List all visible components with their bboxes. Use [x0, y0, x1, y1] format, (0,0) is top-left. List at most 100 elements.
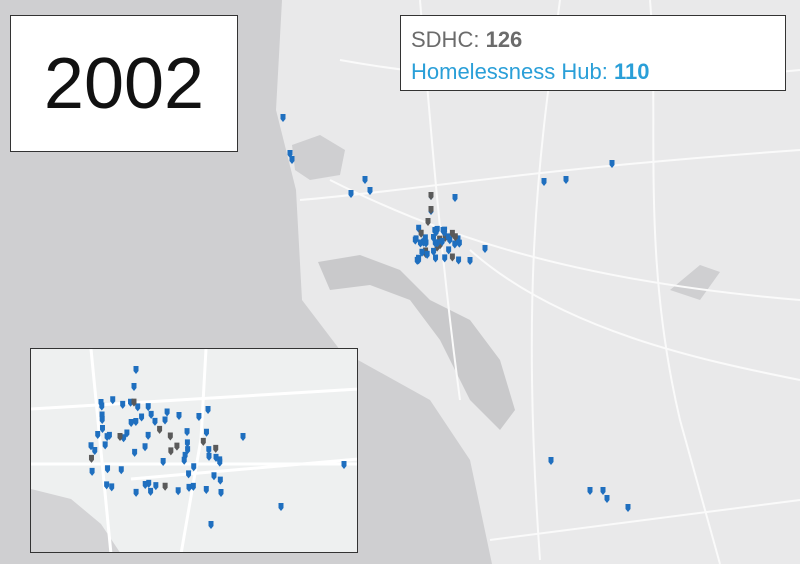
marker	[432, 239, 438, 248]
marker	[109, 483, 115, 492]
marker	[203, 486, 209, 495]
marker	[418, 229, 424, 238]
marker	[449, 253, 455, 262]
marker	[367, 187, 373, 195]
marker	[563, 176, 569, 184]
marker	[456, 256, 462, 265]
marker	[131, 398, 137, 407]
marker	[184, 439, 190, 448]
legend: SDHC: 126 Homelessness Hub: 110	[400, 15, 786, 91]
marker	[548, 457, 554, 465]
marker	[167, 432, 173, 441]
legend-count: 110	[614, 59, 650, 84]
marker	[110, 396, 116, 405]
legend-item: Homelessness Hub: 110	[411, 56, 775, 88]
marker	[139, 413, 145, 422]
marker	[132, 448, 138, 457]
lake	[670, 265, 720, 300]
marker	[348, 190, 354, 198]
marker	[124, 429, 130, 438]
year-box: 2002	[10, 15, 238, 152]
marker	[600, 487, 606, 495]
marker	[128, 419, 134, 428]
marker	[142, 480, 148, 489]
marker	[280, 114, 286, 122]
marker	[428, 192, 434, 200]
marker	[440, 227, 446, 236]
marker	[341, 461, 347, 469]
marker	[185, 446, 191, 455]
marker	[467, 257, 473, 265]
marker	[168, 447, 174, 456]
marker	[176, 412, 182, 421]
marker	[208, 521, 214, 529]
marker	[88, 454, 94, 463]
marker	[133, 488, 139, 497]
marker	[416, 256, 422, 265]
mission-bay	[292, 135, 345, 180]
marker	[452, 194, 458, 202]
marker	[289, 156, 295, 164]
marker	[439, 238, 445, 247]
marker	[190, 482, 196, 491]
marker	[148, 410, 154, 419]
marker	[434, 226, 440, 235]
marker	[213, 444, 219, 453]
marker	[482, 245, 488, 253]
year: 2002	[43, 43, 205, 124]
bay	[318, 255, 515, 430]
marker	[203, 428, 209, 437]
marker	[89, 467, 95, 476]
marker	[99, 424, 105, 433]
marker	[186, 483, 192, 492]
marker	[206, 446, 212, 455]
marker	[135, 403, 141, 412]
marker	[175, 487, 181, 496]
marker	[604, 495, 610, 503]
marker	[142, 443, 148, 452]
marker	[196, 412, 202, 421]
marker	[164, 408, 170, 417]
marker	[211, 472, 217, 481]
marker	[191, 463, 197, 472]
marker	[145, 431, 151, 440]
marker	[541, 178, 547, 186]
marker	[133, 418, 139, 427]
legend-count: 126	[485, 27, 523, 52]
marker	[95, 431, 101, 440]
marker	[99, 415, 105, 424]
marker	[446, 246, 452, 255]
marker	[186, 470, 192, 479]
marker	[184, 428, 190, 437]
marker	[153, 482, 159, 491]
marker	[162, 416, 168, 425]
marker	[99, 402, 105, 411]
marker	[92, 446, 98, 455]
marker	[131, 383, 137, 391]
marker	[102, 441, 108, 450]
markers	[280, 114, 631, 512]
marker	[424, 250, 430, 259]
marker	[445, 233, 451, 242]
marker	[449, 229, 455, 238]
marker	[106, 431, 112, 440]
marker	[422, 234, 428, 243]
marker	[162, 482, 168, 491]
marker	[104, 481, 110, 490]
marker	[625, 504, 631, 512]
marker	[412, 236, 418, 245]
marker	[587, 487, 593, 495]
marker	[145, 403, 151, 412]
marker	[217, 458, 223, 467]
marker	[160, 457, 166, 466]
marker	[442, 254, 448, 263]
marker	[88, 442, 94, 451]
marker	[278, 503, 284, 511]
marker	[152, 417, 158, 426]
marker	[362, 176, 368, 184]
marker	[133, 366, 139, 374]
legend-label: Homelessness Hub:	[411, 59, 608, 84]
marker	[157, 425, 163, 434]
marker	[200, 437, 206, 446]
marker	[609, 160, 615, 168]
